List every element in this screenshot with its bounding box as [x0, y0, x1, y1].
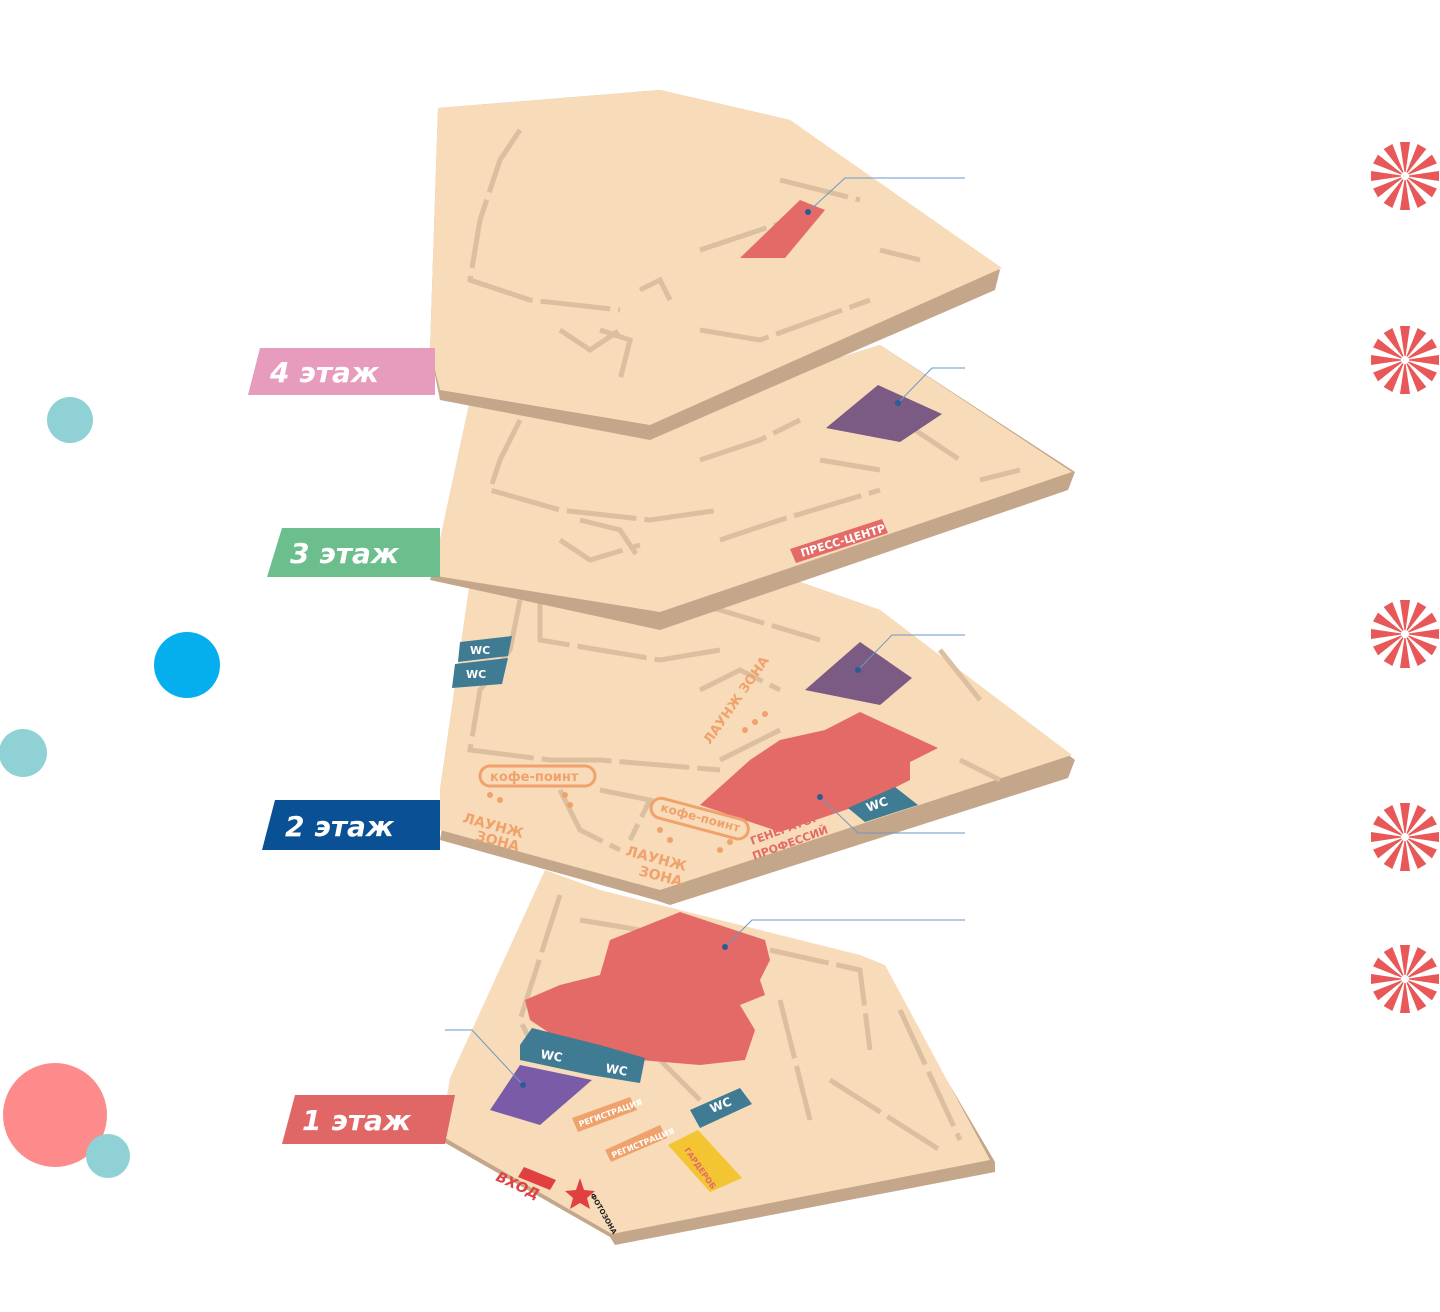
coffee-point-2[interactable] — [649, 796, 751, 841]
press-center[interactable] — [790, 519, 888, 563]
svg-text:2 этаж: 2 этаж — [285, 810, 395, 843]
pinwheel-icon — [1358, 313, 1440, 407]
svg-text:WC: WC — [604, 1061, 628, 1079]
decor-dots — [0, 397, 220, 1178]
floor-tab-2[interactable]: 2 этаж — [262, 800, 440, 850]
wc-upper-floor2[interactable] — [458, 636, 512, 662]
svg-text:4 этаж: 4 этаж — [269, 356, 380, 389]
entrance-marker[interactable] — [518, 1167, 556, 1190]
wc-zone-floor1[interactable] — [520, 1028, 645, 1083]
floor-2-plan[interactable]: WC WC WC кофе-поинт кофе-поинт ЛАУНЖ ЗОН… — [440, 570, 1075, 905]
coffee-point-1[interactable] — [478, 764, 597, 788]
svg-text:WC: WC — [470, 644, 490, 657]
wc-right-floor2[interactable] — [848, 787, 918, 822]
pinwheel-icon — [1358, 587, 1440, 681]
zone-violet-floor1[interactable] — [490, 1065, 592, 1125]
registration-desk-1[interactable] — [572, 1097, 637, 1132]
photozone-star-icon[interactable] — [565, 1178, 595, 1209]
wardrobe[interactable] — [668, 1130, 742, 1192]
zone-generator-professions[interactable] — [700, 712, 938, 832]
svg-text:WC: WC — [539, 1047, 563, 1065]
pinwheel-icon — [1358, 790, 1440, 884]
floor-4-plan[interactable] — [430, 90, 1002, 440]
floor-1-plan[interactable]: WC WC РЕГИСТРАЦИЯ РЕГИСТРАЦИЯ WC ГАРДЕРО… — [440, 870, 995, 1245]
zone-purple-floor2[interactable] — [805, 642, 912, 705]
zone-main-hall-floor1[interactable] — [525, 912, 770, 1065]
zone-red-floor4[interactable] — [740, 200, 825, 258]
wc-lower-floor2[interactable] — [452, 658, 508, 688]
pinwheel-icon — [1358, 129, 1440, 223]
pinwheel-icon — [1358, 932, 1440, 1026]
svg-text:1 этаж: 1 этаж — [302, 1104, 412, 1137]
floor-tab-1[interactable]: 1 этаж — [282, 1095, 455, 1144]
decor-pinwheels — [1358, 129, 1440, 1026]
svg-text:3 этаж: 3 этаж — [290, 537, 400, 570]
wc-small-floor1[interactable] — [690, 1088, 752, 1128]
zone-purple-floor3[interactable] — [826, 385, 942, 442]
floor-tab-3[interactable]: 3 этаж — [267, 528, 440, 577]
svg-text:кофе-поинт: кофе-поинт — [490, 770, 579, 785]
floor-tab-4[interactable]: 4 этаж — [248, 348, 435, 395]
registration-desk-2[interactable] — [605, 1125, 667, 1162]
svg-text:WC: WC — [466, 668, 486, 681]
